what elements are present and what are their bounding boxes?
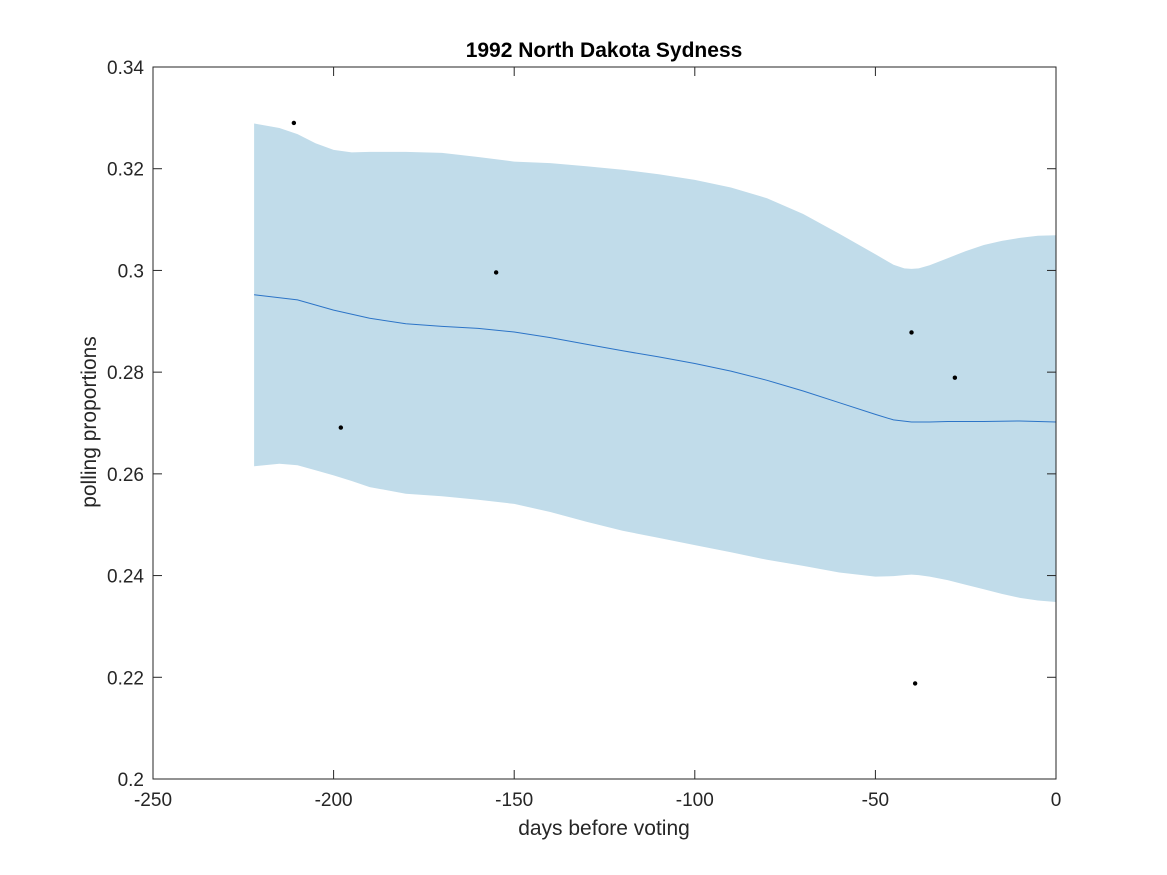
x-tick-label: -100: [676, 790, 714, 811]
x-tick-label: -250: [134, 790, 172, 811]
confidence-band: [254, 123, 1057, 602]
x-tick-label: -200: [315, 790, 353, 811]
x-tick-label: -50: [862, 790, 889, 811]
poll-point: [912, 681, 918, 686]
poll-point: [493, 270, 499, 275]
y-tick-label: 0.32: [107, 160, 144, 181]
y-tick-label: 0.26: [107, 465, 144, 486]
x-axis-label: days before voting: [518, 817, 690, 840]
poll-point: [291, 120, 297, 126]
y-tick-label: 0.3: [118, 261, 144, 282]
y-tick-label: 0.2: [118, 770, 144, 791]
y-axis: 0.2 0.22 0.24 0.26 0.28 0.3 0.32 0.34: [107, 58, 1056, 791]
y-tick-label: 0.34: [107, 58, 144, 79]
x-tick-label: 0: [1051, 790, 1062, 811]
y-axis-label: polling proportions: [78, 336, 101, 508]
y-tick-label: 0.28: [107, 363, 144, 384]
poll-point: [909, 330, 914, 335]
y-tick-label: 0.24: [107, 567, 144, 588]
poll-point: [952, 375, 958, 380]
x-tick-label: -150: [495, 790, 533, 811]
poll-point: [338, 425, 344, 430]
trend-line: [254, 294, 1057, 423]
poll-points: [291, 120, 958, 686]
plot-area: [254, 120, 1057, 686]
chart-title: 1992 North Dakota Sydness: [466, 39, 743, 62]
axes-box: [152, 66, 1057, 780]
x-axis: -250 -200 -150 -100 -50 0: [134, 67, 1061, 811]
y-tick-label: 0.22: [107, 668, 144, 689]
